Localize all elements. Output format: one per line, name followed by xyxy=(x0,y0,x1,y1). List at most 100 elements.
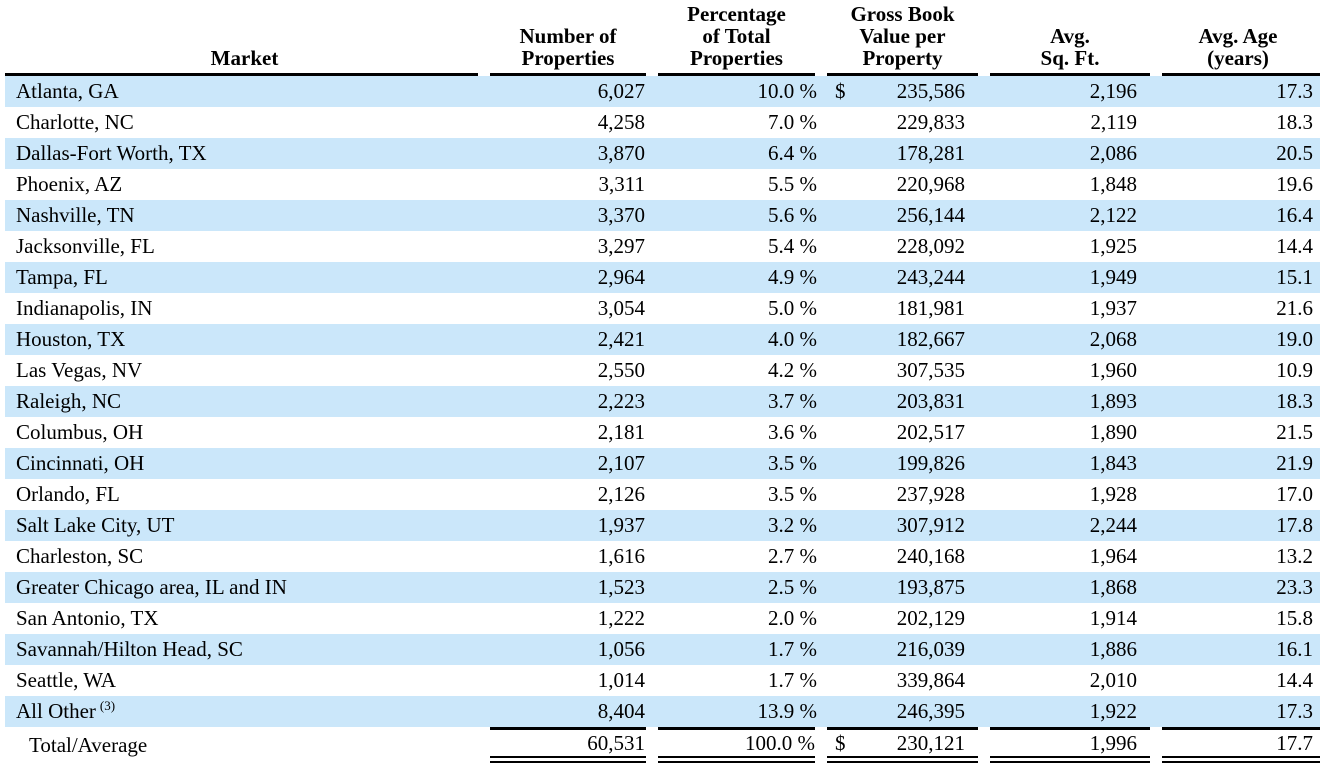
column-header-avg-sqft-label: Avg. Sq. Ft. xyxy=(1040,24,1100,70)
percentage-cell: 1.7 % xyxy=(768,668,817,692)
avg-sqft-cell: 1,893 xyxy=(1089,389,1137,413)
market-cell: Las Vegas, NV xyxy=(5,355,484,386)
footnote-marker xyxy=(142,357,146,372)
avg-sqft-cell: 1,937 xyxy=(1089,296,1137,320)
avg-age-cell: 18.3 xyxy=(1276,110,1313,134)
gross-book-value: 307,535 xyxy=(896,358,965,382)
market-name: Dallas-Fort Worth, TX xyxy=(16,141,207,165)
avg-sqft-cell: 1,914 xyxy=(1089,606,1137,630)
avg-age-cell: 17.0 xyxy=(1276,482,1313,506)
gross-book-value-cell: 216,039 xyxy=(821,634,984,665)
market-cell: Phoenix, AZ xyxy=(5,169,484,200)
avg-age-cell: 13.2 xyxy=(1276,544,1313,568)
avg-age-cell: 14.4 xyxy=(1276,234,1313,258)
market-cell: Salt Lake City, UT xyxy=(5,510,484,541)
market-cell: Orlando, FL xyxy=(5,479,484,510)
footnote-marker xyxy=(134,109,138,124)
percentage-cell: 2.0 % xyxy=(768,606,817,630)
header-row: Market Number of Properties Percentage o… xyxy=(5,0,1320,76)
header-underline xyxy=(990,73,1150,76)
market-name: Charlotte, NC xyxy=(16,110,134,134)
avg-age-cell: 10.9 xyxy=(1276,358,1313,382)
total-gross-book-value: 230,121 xyxy=(896,730,965,755)
total-label-cell: Total/Average xyxy=(29,732,148,757)
avg-sqft-cell: 2,122 xyxy=(1089,203,1137,227)
column-header-percentage-of-total-label: Percentage of Total Properties xyxy=(687,2,786,70)
percentage-cell: 5.0 % xyxy=(768,296,817,320)
percentage-cell: 13.9 % xyxy=(757,699,818,723)
gross-book-value: 235,586 xyxy=(896,79,965,103)
market-name: Cincinnati, OH xyxy=(16,451,145,475)
gross-book-value-cell: 203,831 xyxy=(821,386,984,417)
number-of-properties-cell: 2,964 xyxy=(597,265,645,289)
avg-age-cell: 16.1 xyxy=(1276,637,1313,661)
total-row: Total/Average 60,531 100.0 % $ 230,121 1… xyxy=(5,727,1320,763)
gross-book-value: 240,168 xyxy=(896,544,965,568)
avg-sqft-cell: 1,868 xyxy=(1089,575,1137,599)
percentage-cell: 5.5 % xyxy=(768,172,817,196)
avg-age-cell: 19.0 xyxy=(1276,327,1313,351)
market-name: Las Vegas, NV xyxy=(16,358,143,382)
avg-age-cell: 21.5 xyxy=(1276,420,1313,444)
avg-sqft-cell: 2,244 xyxy=(1089,513,1137,537)
table-row: Indianapolis, IN 3,054 5.0 % 181,981 1,9… xyxy=(5,293,1320,324)
table-row: San Antonio, TX 1,222 2.0 % 202,129 1,91… xyxy=(5,603,1320,634)
market-name: Raleigh, NC xyxy=(16,389,121,413)
avg-sqft-cell: 2,196 xyxy=(1089,79,1137,103)
column-header-avg-age: Avg. Age (years) xyxy=(1156,0,1320,76)
gross-book-value-cell: 220,968 xyxy=(821,169,984,200)
gross-book-value-cell: $ 235,586 xyxy=(821,76,984,107)
number-of-properties-cell: 2,223 xyxy=(597,389,645,413)
table-row: Phoenix, AZ 3,311 5.5 % 220,968 1,848 19… xyxy=(5,169,1320,200)
gross-book-value: 243,244 xyxy=(896,265,965,289)
table-row: Nashville, TN 3,370 5.6 % 256,144 2,122 … xyxy=(5,200,1320,231)
gross-book-value-cell: 246,395 xyxy=(821,696,984,727)
header-underline xyxy=(490,73,646,76)
percentage-cell: 4.9 % xyxy=(768,265,817,289)
table-row: Atlanta, GA 6,027 10.0 % $ 235,586 2,196… xyxy=(5,76,1320,107)
market-name: Houston, TX xyxy=(16,327,126,351)
number-of-properties-cell: 1,222 xyxy=(597,606,645,630)
footnote-marker xyxy=(135,202,139,217)
avg-sqft-cell: 1,848 xyxy=(1089,172,1137,196)
avg-age-cell: 17.3 xyxy=(1276,699,1313,723)
market-name: Seattle, WA xyxy=(16,668,116,692)
footnote-marker xyxy=(207,140,211,155)
number-of-properties-cell: 1,523 xyxy=(597,575,645,599)
gross-book-value: 246,395 xyxy=(896,699,965,723)
gross-book-value-cell: 178,281 xyxy=(821,138,984,169)
number-of-properties-cell: 3,370 xyxy=(597,203,645,227)
footnote-marker xyxy=(144,450,148,465)
total-percentage-cell: 100.0 % xyxy=(652,727,821,763)
gross-book-value: 182,667 xyxy=(896,327,965,351)
column-header-gross-book-value: Gross Book Value per Property xyxy=(821,0,984,76)
market-cell: Cincinnati, OH xyxy=(5,448,484,479)
column-header-percentage-of-total: Percentage of Total Properties xyxy=(652,0,821,76)
number-of-properties-cell: 3,311 xyxy=(598,172,645,196)
total-avg-age-cell: 17.7 xyxy=(1156,727,1320,763)
gross-book-value-cell: 256,144 xyxy=(821,200,984,231)
market-name: Nashville, TN xyxy=(16,203,135,227)
market-cell: Charlotte, NC xyxy=(5,107,484,138)
avg-sqft-cell: 1,922 xyxy=(1089,699,1137,723)
footnote-marker xyxy=(159,605,163,620)
market-name: All Other xyxy=(16,699,96,723)
gross-book-value: 216,039 xyxy=(896,637,965,661)
footnote-marker xyxy=(152,295,156,310)
total-number-of-properties: 60,531 xyxy=(587,730,645,755)
footnote-marker xyxy=(122,171,126,186)
market-summary-table: Market Number of Properties Percentage o… xyxy=(5,0,1320,763)
number-of-properties-cell: 3,054 xyxy=(597,296,645,320)
number-of-properties-cell: 4,258 xyxy=(597,110,645,134)
avg-sqft-cell: 1,964 xyxy=(1089,544,1137,568)
avg-sqft-cell: 2,010 xyxy=(1089,668,1137,692)
gross-book-value: 202,517 xyxy=(896,420,965,444)
market-cell: San Antonio, TX xyxy=(5,603,484,634)
table-row: Raleigh, NC 2,223 3.7 % 203,831 1,893 18… xyxy=(5,386,1320,417)
table-row: Greater Chicago area, IL and IN 1,523 2.… xyxy=(5,572,1320,603)
avg-sqft-cell: 1,949 xyxy=(1089,265,1137,289)
table-row: Cincinnati, OH 2,107 3.5 % 199,826 1,843… xyxy=(5,448,1320,479)
avg-sqft-cell: 1,843 xyxy=(1089,451,1137,475)
avg-sqft-cell: 2,068 xyxy=(1089,327,1137,351)
market-name: Phoenix, AZ xyxy=(16,172,123,196)
